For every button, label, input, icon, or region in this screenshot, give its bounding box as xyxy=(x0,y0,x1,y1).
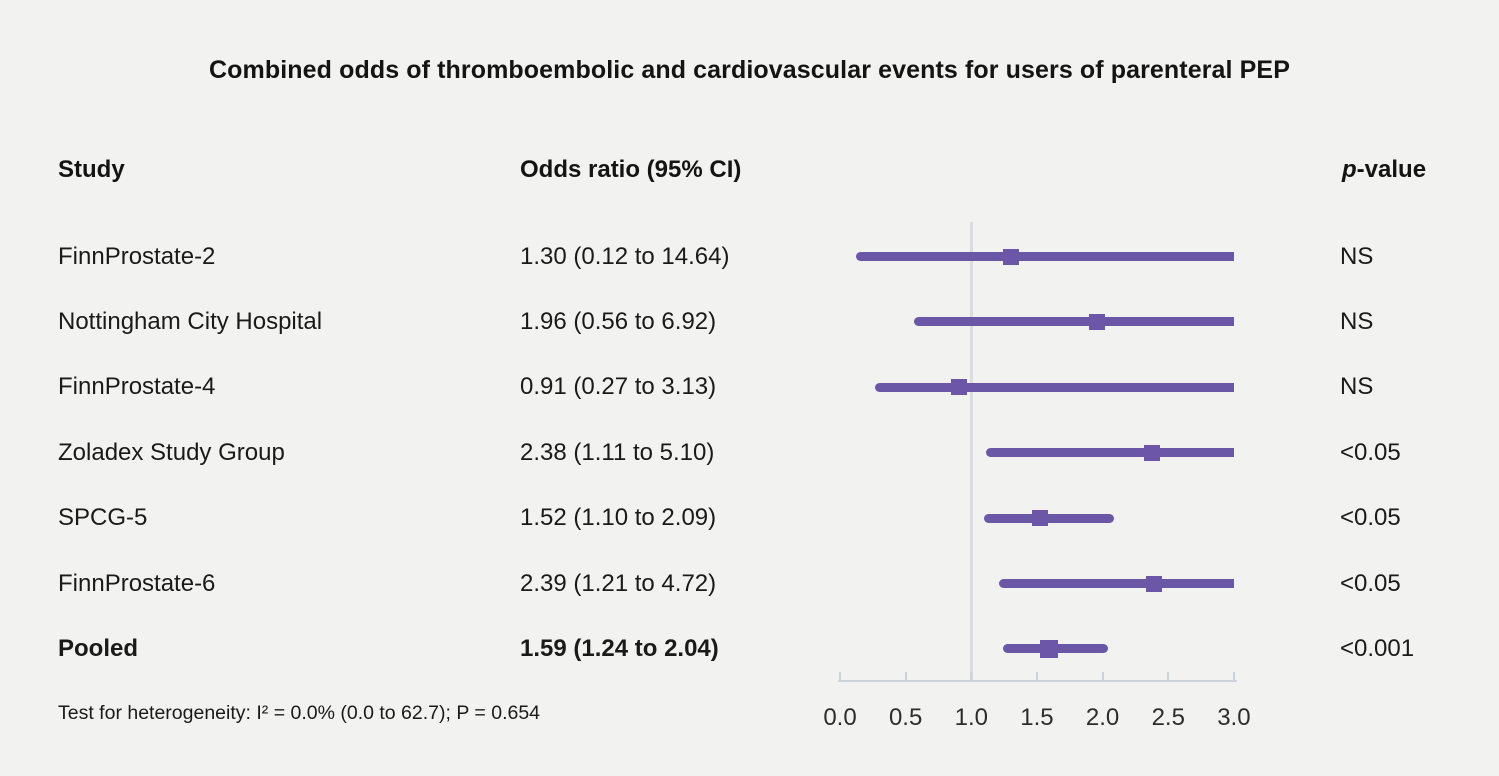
x-axis-tick-label: 2.0 xyxy=(1085,704,1120,731)
confidence-interval-bar xyxy=(875,382,1234,392)
confidence-interval-bar xyxy=(855,252,1234,261)
column-header-odds-ratio: Odds ratio (95% CI) xyxy=(520,156,742,183)
p-value-label: NS xyxy=(1340,373,1374,401)
p-value-label: <0.05 xyxy=(1340,504,1401,532)
study-label: Nottingham City Hospital xyxy=(58,307,323,335)
x-axis-tick xyxy=(904,672,907,680)
figure-title: Combined odds of thromboembolic and card… xyxy=(209,56,1290,84)
point-estimate-marker xyxy=(1145,575,1162,592)
x-axis-tick-label: 0.0 xyxy=(823,704,857,731)
p-value-header-rest: -value xyxy=(1356,156,1427,183)
odds-ratio-label: 1.59 (1.24 to 2.04) xyxy=(520,634,719,662)
x-axis-tick-label: 1.0 xyxy=(954,704,988,731)
x-axis-tick-label: 3.0 xyxy=(1217,704,1251,731)
x-axis-tick xyxy=(1167,672,1170,680)
point-estimate-marker xyxy=(1039,639,1058,658)
x-axis-tick-label: 2.5 xyxy=(1151,704,1185,731)
point-estimate-marker xyxy=(1089,313,1106,330)
x-axis-line xyxy=(838,680,1237,682)
heterogeneity-note: Test for heterogeneity: I² = 0.0% (0.0 t… xyxy=(58,702,541,724)
column-header-p-value: p-value xyxy=(1342,156,1426,184)
x-axis-tick xyxy=(839,672,841,680)
reference-line-or-1 xyxy=(969,222,973,681)
p-value-header-italic-p: p xyxy=(1342,156,1357,183)
study-label: FinnProstate-2 xyxy=(58,242,216,270)
odds-ratio-label: 1.52 (1.10 to 2.09) xyxy=(520,504,717,532)
confidence-interval-bar xyxy=(998,579,1234,588)
x-axis-tick xyxy=(1101,672,1104,680)
odds-ratio-label: 1.30 (0.12 to 14.64) xyxy=(520,242,730,270)
study-label: Pooled xyxy=(58,634,139,662)
odds-ratio-label: 2.39 (1.21 to 4.72) xyxy=(520,569,717,597)
column-header-study: Study xyxy=(58,156,125,183)
p-value-label: <0.001 xyxy=(1340,634,1415,662)
study-label: SPCG-5 xyxy=(58,504,148,532)
odds-ratio-label: 0.91 (0.27 to 3.13) xyxy=(520,373,717,401)
study-label: FinnProstate-4 xyxy=(58,373,216,401)
p-value-label: <0.05 xyxy=(1340,438,1401,466)
point-estimate-marker xyxy=(1002,248,1019,265)
confidence-interval-bar xyxy=(913,317,1234,327)
point-estimate-marker xyxy=(1144,444,1161,461)
odds-ratio-label: 2.38 (1.11 to 5.10) xyxy=(520,438,715,466)
p-value-label: NS xyxy=(1340,307,1374,335)
x-axis-tick xyxy=(1232,672,1235,680)
x-axis-tick xyxy=(970,672,973,680)
study-label: FinnProstate-6 xyxy=(58,569,216,597)
x-axis-tick-label: 1.5 xyxy=(1020,704,1054,731)
x-axis-tick xyxy=(1035,672,1038,680)
p-value-label: <0.05 xyxy=(1340,569,1401,597)
study-label: Zoladex Study Group xyxy=(58,438,285,466)
p-value-label: NS xyxy=(1340,242,1374,270)
odds-ratio-label: 1.96 (0.56 to 6.92) xyxy=(520,307,717,335)
confidence-interval-bar xyxy=(985,448,1234,458)
x-axis-tick-label: 0.5 xyxy=(888,704,923,731)
point-estimate-marker xyxy=(951,379,968,396)
point-estimate-marker xyxy=(1031,510,1048,527)
confidence-interval-bar xyxy=(984,513,1115,523)
